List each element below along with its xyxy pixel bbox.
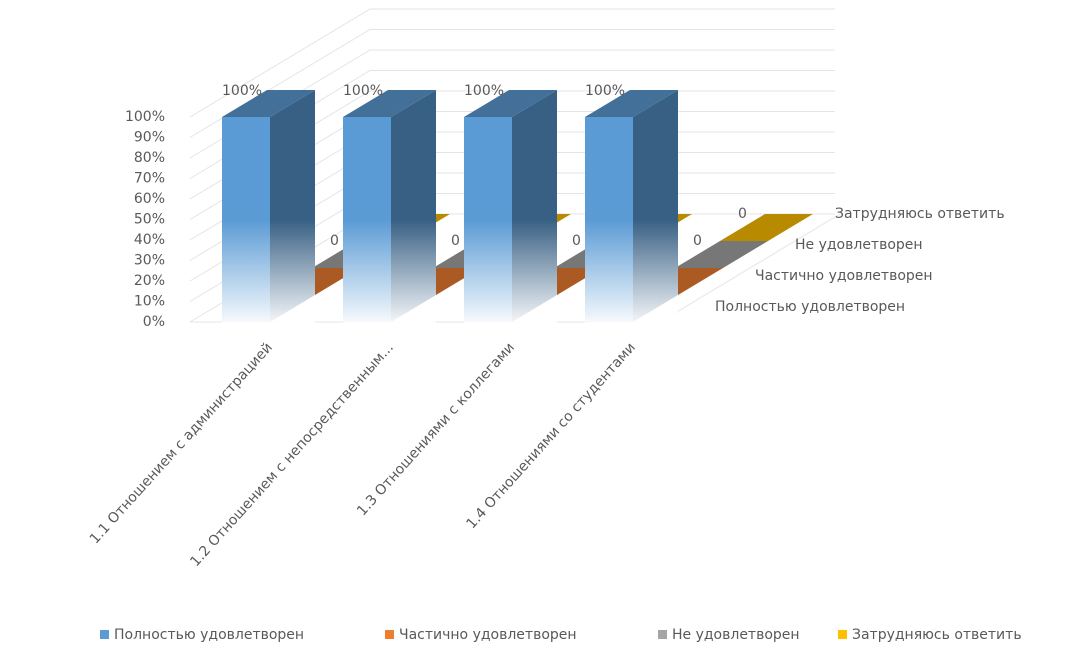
depth-axis-label: Затрудняюсь ответить xyxy=(835,206,1005,222)
value-label: 0 xyxy=(451,233,460,249)
y-tick-label: 20% xyxy=(134,273,165,289)
bar xyxy=(585,90,678,323)
y-tick-label: 60% xyxy=(134,191,165,207)
y-tick-label: 30% xyxy=(134,253,165,269)
legend-swatch xyxy=(385,630,394,639)
depth-axis-label: Не удовлетворен xyxy=(795,237,923,253)
legend-label: Полностью удовлетворен xyxy=(114,627,304,643)
bar-top xyxy=(675,241,768,268)
legend-label: Частично удовлетворен xyxy=(399,627,577,643)
y-tick-label: 40% xyxy=(134,232,165,248)
bar-top xyxy=(464,90,557,117)
value-label: 0 xyxy=(572,233,581,249)
value-label: 0 xyxy=(738,206,747,222)
bar-top xyxy=(343,90,436,117)
y-tick-label: 50% xyxy=(134,212,165,228)
y-tick-label: 80% xyxy=(134,150,165,166)
bar-fade xyxy=(222,117,315,323)
bar-top xyxy=(585,90,678,117)
bar xyxy=(675,241,768,268)
bar-top xyxy=(720,214,813,241)
bar xyxy=(222,90,315,323)
bar-top xyxy=(222,90,315,117)
depth-axis-label: Частично удовлетворен xyxy=(755,268,933,284)
legend-label: Затрудняюсь ответить xyxy=(852,627,1022,643)
y-tick-label: 10% xyxy=(134,294,165,310)
value-label: 0 xyxy=(330,233,339,249)
x-tick-label: 1.2 Отношением с непосредственным... xyxy=(187,340,397,570)
grid-line xyxy=(189,8,835,118)
legend-swatch xyxy=(658,630,667,639)
y-tick-label: 70% xyxy=(134,171,165,187)
value-label: 100% xyxy=(343,83,383,99)
y-tick-label: 100% xyxy=(125,109,165,125)
bar-fade xyxy=(343,117,436,323)
legend-swatch xyxy=(838,630,847,639)
depth-axis-label: Полностью удовлетворен xyxy=(715,299,905,315)
value-label: 0 xyxy=(693,233,702,249)
value-label: 100% xyxy=(585,83,625,99)
y-tick-label: 0% xyxy=(143,314,165,330)
legend-label: Не удовлетворен xyxy=(672,627,800,643)
bar xyxy=(720,214,813,241)
y-tick-label: 90% xyxy=(134,130,165,146)
value-label: 100% xyxy=(464,83,504,99)
legend-swatch xyxy=(100,630,109,639)
bar xyxy=(464,90,557,323)
value-label: 100% xyxy=(222,83,262,99)
bar-fade xyxy=(464,117,557,323)
bar-fade xyxy=(585,117,678,323)
bar xyxy=(343,90,436,323)
